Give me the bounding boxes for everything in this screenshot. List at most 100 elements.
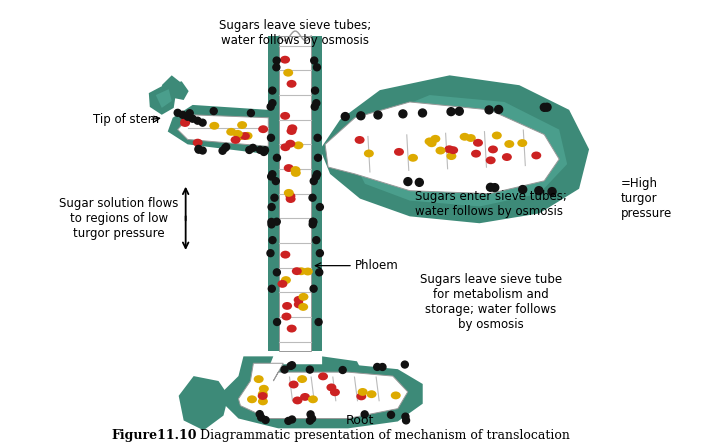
Circle shape (311, 178, 318, 185)
Ellipse shape (287, 124, 297, 132)
Circle shape (271, 194, 278, 201)
Circle shape (267, 103, 274, 110)
Circle shape (399, 110, 407, 118)
Ellipse shape (280, 56, 290, 63)
Ellipse shape (292, 267, 302, 275)
Ellipse shape (258, 125, 268, 133)
Ellipse shape (278, 280, 287, 288)
Ellipse shape (280, 251, 290, 258)
Ellipse shape (284, 189, 294, 197)
Circle shape (543, 103, 551, 111)
Ellipse shape (294, 296, 304, 304)
Ellipse shape (280, 143, 290, 151)
Ellipse shape (473, 139, 483, 147)
Circle shape (415, 178, 423, 186)
Ellipse shape (444, 145, 454, 153)
Circle shape (307, 411, 314, 418)
Ellipse shape (447, 152, 456, 160)
Text: Sugar solution flows
to regions of low
turgor pressure: Sugar solution flows to regions of low t… (59, 197, 179, 240)
Ellipse shape (180, 118, 191, 125)
Circle shape (261, 147, 268, 154)
Ellipse shape (289, 381, 299, 388)
Ellipse shape (390, 392, 401, 399)
Ellipse shape (286, 195, 296, 203)
Ellipse shape (492, 131, 502, 139)
Ellipse shape (282, 313, 292, 321)
Circle shape (287, 362, 294, 369)
Circle shape (357, 112, 365, 120)
Circle shape (268, 173, 275, 180)
Ellipse shape (355, 136, 365, 144)
Polygon shape (320, 75, 589, 223)
Text: Sugars leave sieve tube
for metabolism and
storage; water follows
by osmosis: Sugars leave sieve tube for metabolism a… (420, 273, 562, 331)
Ellipse shape (466, 134, 476, 142)
Circle shape (314, 135, 321, 141)
Circle shape (184, 113, 191, 120)
Circle shape (194, 117, 201, 124)
Ellipse shape (283, 69, 293, 77)
Circle shape (306, 366, 313, 373)
Circle shape (315, 319, 322, 325)
Ellipse shape (297, 375, 307, 383)
Text: Sugars leave sieve tubes;
water follows by osmosis: Sugars leave sieve tubes; water follows … (219, 19, 372, 47)
Circle shape (199, 119, 206, 126)
Ellipse shape (471, 150, 481, 158)
Polygon shape (156, 89, 172, 108)
Circle shape (315, 155, 322, 161)
Circle shape (273, 319, 280, 325)
Circle shape (223, 143, 230, 151)
Circle shape (308, 415, 315, 422)
Ellipse shape (517, 139, 527, 147)
Circle shape (374, 111, 382, 119)
Circle shape (548, 188, 556, 195)
Ellipse shape (298, 303, 308, 311)
Circle shape (250, 144, 257, 151)
Ellipse shape (488, 146, 498, 153)
Circle shape (402, 417, 409, 424)
Circle shape (289, 362, 296, 369)
Text: Tip of stem: Tip of stem (93, 113, 159, 126)
Ellipse shape (210, 122, 219, 130)
Ellipse shape (281, 276, 291, 284)
Circle shape (258, 414, 265, 421)
Ellipse shape (243, 132, 252, 140)
Circle shape (341, 113, 349, 120)
Polygon shape (325, 102, 559, 194)
Circle shape (268, 218, 275, 225)
Ellipse shape (231, 136, 240, 144)
Circle shape (404, 178, 412, 186)
Ellipse shape (226, 128, 236, 136)
Circle shape (272, 178, 279, 185)
Ellipse shape (448, 146, 458, 154)
Circle shape (311, 103, 318, 110)
Ellipse shape (258, 392, 268, 400)
Ellipse shape (285, 140, 295, 147)
Circle shape (313, 64, 320, 71)
Ellipse shape (504, 140, 515, 148)
Ellipse shape (240, 132, 250, 140)
Circle shape (247, 110, 254, 116)
Circle shape (418, 109, 426, 117)
Circle shape (289, 416, 296, 423)
Ellipse shape (300, 393, 310, 401)
Circle shape (269, 87, 275, 94)
Circle shape (269, 171, 275, 178)
Ellipse shape (292, 396, 302, 404)
Polygon shape (179, 376, 229, 430)
Circle shape (246, 147, 253, 154)
Circle shape (485, 106, 493, 114)
Ellipse shape (460, 133, 470, 141)
Circle shape (189, 115, 196, 122)
Circle shape (316, 250, 323, 257)
Text: Figure11.10: Figure11.10 (111, 429, 196, 442)
Ellipse shape (180, 119, 190, 127)
Ellipse shape (284, 164, 294, 172)
Circle shape (519, 186, 526, 194)
Polygon shape (168, 105, 268, 154)
Ellipse shape (394, 148, 404, 156)
Ellipse shape (237, 121, 247, 129)
Circle shape (175, 109, 181, 116)
Ellipse shape (318, 373, 328, 381)
Circle shape (306, 417, 313, 424)
Circle shape (179, 111, 186, 118)
